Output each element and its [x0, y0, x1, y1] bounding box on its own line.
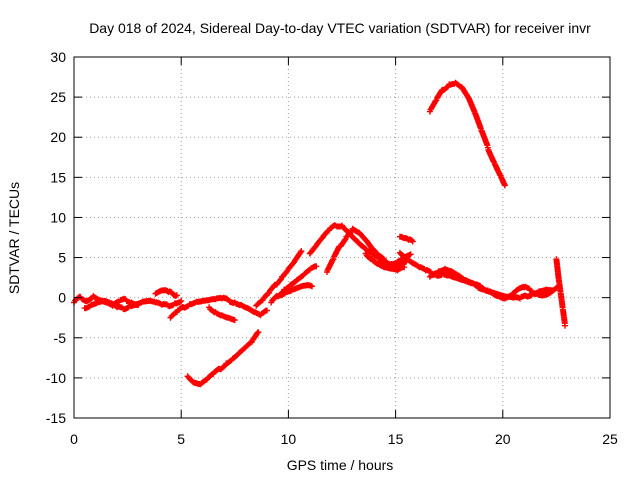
y-tick-label: -5	[54, 330, 67, 346]
data-point-markers	[167, 294, 270, 321]
y-axis-label: SDTVAR / TECUs	[6, 182, 22, 294]
data-point-markers	[206, 304, 238, 324]
series-arc-16	[489, 283, 560, 302]
data-point-markers	[184, 329, 262, 388]
data-series	[71, 79, 568, 388]
x-tick-label: 25	[602, 431, 618, 447]
series-arc-12	[362, 250, 408, 274]
y-tick-label: -10	[46, 370, 66, 386]
series-arc-17	[553, 256, 568, 329]
series-arc-3	[152, 287, 180, 299]
y-tick-label: 5	[58, 250, 66, 266]
series-arc-14	[396, 233, 416, 245]
x-axis-label: GPS time / hours	[287, 457, 394, 473]
data-point-markers	[253, 248, 305, 309]
y-tick-label: 20	[50, 129, 66, 145]
y-tick-label: 30	[50, 49, 66, 65]
y-tick-label: 15	[50, 169, 66, 185]
y-tick-label: -15	[46, 410, 66, 426]
series-arc-5	[206, 304, 238, 324]
data-point-markers	[276, 282, 315, 299]
data-point-markers	[81, 297, 185, 313]
series-arc-6	[184, 329, 262, 388]
data-point-markers	[396, 233, 416, 245]
data-point-markers	[152, 287, 180, 299]
y-tick-label: 25	[50, 89, 66, 105]
data-point-markers	[362, 250, 408, 274]
data-point-markers	[553, 256, 568, 329]
series-arc-7	[253, 248, 305, 309]
grid	[74, 57, 610, 418]
series-arc-2	[81, 297, 185, 313]
x-tick-label: 15	[388, 431, 404, 447]
chart-title: Day 018 of 2024, Sidereal Day-to-day VTE…	[89, 20, 591, 36]
data-point-markers	[324, 225, 414, 275]
data-point-markers	[426, 79, 508, 189]
y-tick-label: 10	[50, 209, 66, 225]
series-arc-11	[324, 225, 414, 275]
x-tick-label: 5	[177, 431, 185, 447]
series-arc-9	[276, 282, 315, 299]
series-arc-4	[167, 294, 270, 321]
x-tick-label: 10	[281, 431, 297, 447]
x-tick-label: 20	[495, 431, 511, 447]
axes: -15 -10 -5 0 5 10 15 20 25 30 0 5 10 15 20 25	[46, 49, 618, 447]
x-tick-label: 0	[70, 431, 78, 447]
plot-frame	[73, 56, 611, 419]
y-tick-label: 0	[58, 290, 66, 306]
series-arc-18	[426, 79, 508, 189]
data-point-markers	[489, 283, 560, 302]
